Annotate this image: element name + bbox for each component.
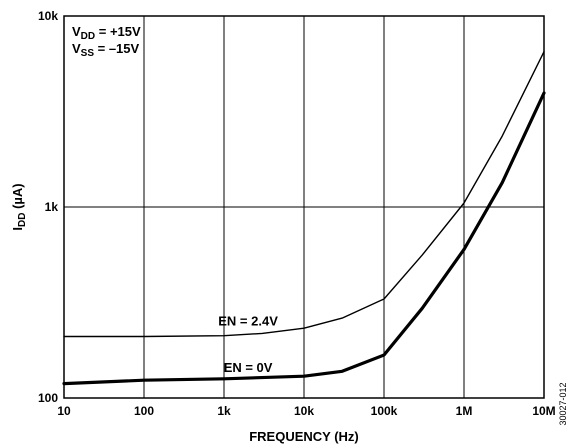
- x-tick-label: 1k: [217, 404, 231, 418]
- condition-sub: DD: [81, 31, 95, 42]
- grid: [64, 15, 545, 399]
- y-tick-label: 100: [38, 391, 58, 405]
- x-tick-label: 10M: [532, 404, 555, 418]
- series-group: [62, 51, 546, 386]
- y-axis-title-main: I: [10, 227, 25, 231]
- x-tick-label: 100: [134, 404, 154, 418]
- condition-2: VSS = –15V: [72, 41, 140, 59]
- x-tick-label: 1M: [456, 404, 473, 418]
- x-tick-label: 10: [57, 404, 71, 418]
- condition-1: VDD = +15V: [72, 24, 141, 42]
- y-tick-label: 10k: [38, 9, 58, 23]
- series-label-2: EN = 0V: [224, 360, 273, 375]
- x-tick-label: 100k: [371, 404, 398, 418]
- condition-sub: SS: [81, 48, 95, 59]
- y-axis-title-unit: (µA): [10, 183, 25, 212]
- y-axis-title-sub: DD: [17, 213, 28, 227]
- series-line-2: [62, 91, 546, 386]
- x-axis-title: FREQUENCY (Hz): [249, 429, 359, 444]
- condition-rest: = –15V: [94, 41, 140, 56]
- y-tick-label: 1k: [45, 200, 59, 214]
- condition-main: V: [72, 24, 81, 39]
- x-tick-label: 10k: [294, 404, 314, 418]
- condition-rest: = +15V: [95, 24, 141, 39]
- series-label-1: EN = 2.4V: [218, 313, 278, 328]
- figure-id: 30027-012: [558, 382, 568, 425]
- y-axis-title: IDD (µA): [10, 183, 28, 230]
- series-line-1: [63, 51, 545, 338]
- plot-frame: [63, 15, 545, 399]
- condition-main: V: [72, 41, 81, 56]
